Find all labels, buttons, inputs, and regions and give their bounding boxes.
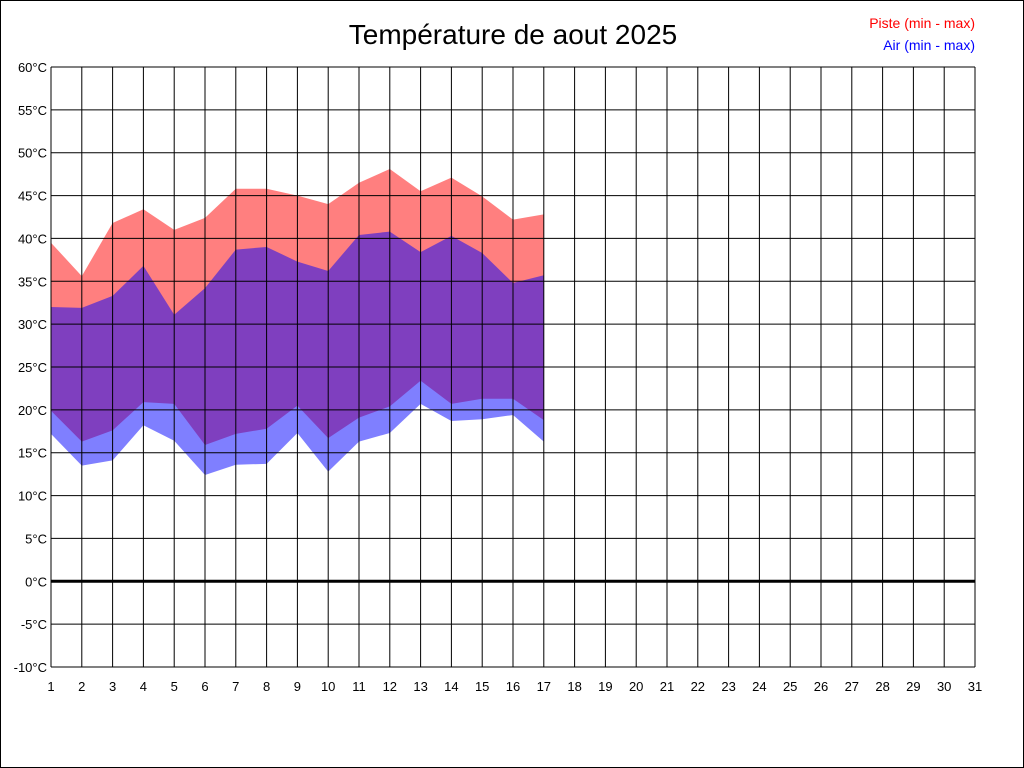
y-tick-label: 25°C — [18, 360, 47, 375]
chart-title: Température de aout 2025 — [348, 19, 678, 50]
x-tick-label: 6 — [201, 679, 208, 694]
y-tick-label: 35°C — [18, 274, 47, 289]
y-tick-label: 20°C — [18, 403, 47, 418]
x-tick-label: 2 — [78, 679, 85, 694]
legend-piste: Piste (min - max) — [869, 15, 975, 31]
x-tick-label: 29 — [906, 679, 920, 694]
x-tick-label: 18 — [567, 679, 581, 694]
y-tick-label: 60°C — [18, 60, 47, 75]
x-tick-label: 22 — [691, 679, 705, 694]
x-tick-label: 14 — [444, 679, 458, 694]
x-tick-label: 15 — [475, 679, 489, 694]
x-tick-label: 19 — [598, 679, 612, 694]
y-tick-label: 30°C — [18, 317, 47, 332]
y-tick-label: 55°C — [18, 103, 47, 118]
x-tick-label: 28 — [875, 679, 889, 694]
x-tick-label: 1 — [47, 679, 54, 694]
x-tick-label: 27 — [845, 679, 859, 694]
x-tick-label: 31 — [968, 679, 982, 694]
x-tick-label: 5 — [171, 679, 178, 694]
x-tick-label: 12 — [383, 679, 397, 694]
y-tick-label: -10°C — [14, 660, 47, 675]
x-tick-label: 9 — [294, 679, 301, 694]
y-tick-label: 40°C — [18, 231, 47, 246]
x-tick-label: 21 — [660, 679, 674, 694]
x-tick-label: 10 — [321, 679, 335, 694]
y-tick-label: 50°C — [18, 146, 47, 161]
x-tick-label: 20 — [629, 679, 643, 694]
x-tick-label: 16 — [506, 679, 520, 694]
x-tick-label: 26 — [814, 679, 828, 694]
y-tick-label: 0°C — [25, 574, 47, 589]
y-tick-label: 45°C — [18, 189, 47, 204]
x-tick-label: 30 — [937, 679, 951, 694]
x-tick-label: 24 — [752, 679, 766, 694]
y-tick-label: 5°C — [25, 531, 47, 546]
y-tick-label: -5°C — [21, 617, 47, 632]
y-tick-label: 10°C — [18, 489, 47, 504]
legend-air: Air (min - max) — [883, 37, 975, 53]
x-tick-label: 8 — [263, 679, 270, 694]
y-tick-label: 15°C — [18, 446, 47, 461]
x-tick-label: 23 — [721, 679, 735, 694]
x-tick-label: 13 — [413, 679, 427, 694]
x-tick-label: 17 — [537, 679, 551, 694]
x-tick-label: 3 — [109, 679, 116, 694]
x-tick-label: 25 — [783, 679, 797, 694]
x-tick-label: 11 — [352, 679, 366, 694]
x-tick-label: 7 — [232, 679, 239, 694]
x-tick-label: 4 — [140, 679, 147, 694]
